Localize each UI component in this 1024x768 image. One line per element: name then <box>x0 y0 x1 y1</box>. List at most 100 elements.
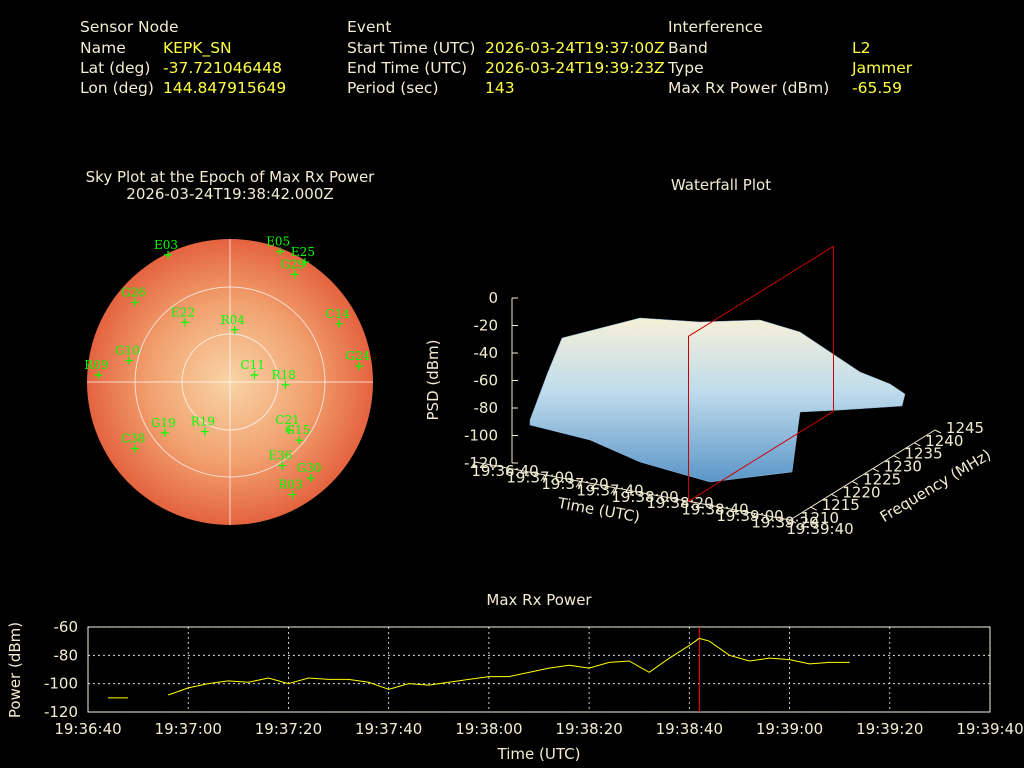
x-tick <box>575 481 581 488</box>
y-tick-label: 1245 <box>946 419 984 437</box>
field-label: Lon (deg) <box>80 79 154 97</box>
satellite-marker <box>278 461 287 470</box>
x-tick-label: 19:37:20 <box>255 720 322 738</box>
section-heading: Interference <box>668 18 763 36</box>
y-tick-label: 1225 <box>863 470 901 488</box>
section-heading: Sensor Node <box>80 18 179 36</box>
x-tick-label: 19:37:40 <box>576 481 643 499</box>
satellite-label: E03 <box>154 238 178 252</box>
y-tick-label: 1215 <box>822 496 860 514</box>
x-tick <box>680 500 686 507</box>
z-tick-label: -120 <box>464 454 498 472</box>
satellite-marker <box>230 325 239 334</box>
satellite-marker <box>306 474 315 483</box>
field-label: Period (sec) <box>347 79 439 97</box>
satellite-label: R03 <box>278 478 302 492</box>
section-heading: Event <box>347 18 391 36</box>
x-axis-title: Time (UTC) <box>497 745 581 763</box>
field-value: 2026-03-24T19:39:23Z <box>485 59 665 77</box>
x-tick-label: 19:38:40 <box>656 720 723 738</box>
field-label: Lat (deg) <box>80 59 150 77</box>
y-tick-label: 1230 <box>884 458 922 476</box>
power-line <box>108 637 850 699</box>
satellite-label: C38 <box>121 432 145 446</box>
satellite-marker <box>164 250 173 259</box>
x-tick <box>750 513 756 520</box>
x-tick-label: 19:36:40 <box>54 720 121 738</box>
z-axis-title: PSD (dBm) <box>424 339 442 420</box>
satellite-marker <box>124 356 133 365</box>
field-value: L2 <box>852 39 871 57</box>
satellite-label: C11 <box>240 358 264 372</box>
x-tick-label: 19:38:00 <box>611 488 678 506</box>
field-value: -37.721046448 <box>163 59 282 77</box>
x-tick-label: 19:37:20 <box>541 475 608 493</box>
field-value: Jammer <box>851 59 913 77</box>
field-value: -65.59 <box>852 79 902 97</box>
x-tick-label: 19:37:00 <box>506 468 573 486</box>
x-tick-label: 19:39:20 <box>856 720 923 738</box>
x-tick-label: 19:38:20 <box>646 494 713 512</box>
chart-title: Sky Plot at the Epoch of Max Rx Power <box>86 168 376 186</box>
field-label: Type <box>667 59 704 77</box>
field-label: Max Rx Power (dBm) <box>668 79 829 97</box>
z-tick-label: -100 <box>464 427 498 445</box>
satellite-label: R09 <box>84 358 108 372</box>
x-tick-label: 19:37:40 <box>355 720 422 738</box>
satellite-marker <box>288 490 297 499</box>
satellite-label: R18 <box>272 368 296 382</box>
field-label: End Time (UTC) <box>347 59 467 77</box>
y-tick-label: 1235 <box>904 445 942 463</box>
y-tick <box>893 455 900 460</box>
time-axis <box>474 461 791 521</box>
satellite-label: R19 <box>191 415 215 429</box>
x-tick-label: 19:39:20 <box>751 514 818 532</box>
x-tick-label: 19:38:20 <box>555 720 622 738</box>
x-tick-label: 19:37:00 <box>155 720 222 738</box>
field-label: Name <box>80 39 126 57</box>
frequency-axis <box>789 429 936 521</box>
y-tick <box>851 480 859 485</box>
y-tick-label: -80 <box>54 646 79 664</box>
chart-title: Waterfall Plot <box>671 176 771 194</box>
y-tick <box>914 442 921 447</box>
y-tick-label: -60 <box>54 618 79 636</box>
x-tick <box>470 461 476 469</box>
y-tick <box>789 519 797 524</box>
header: Sensor Node Name KEPK_SN Lat (deg) -37.72104… <box>80 18 913 97</box>
satellite-label: G29 <box>281 257 306 271</box>
satellite-marker <box>94 371 103 380</box>
satellite-marker <box>285 425 294 434</box>
plot-frame <box>87 626 991 713</box>
satellite-label: C21 <box>275 413 299 427</box>
satellite-marker <box>131 298 140 307</box>
satellite-marker <box>200 427 209 436</box>
satellite-label: C14 <box>325 307 350 321</box>
z-tick-label: 0 <box>488 289 498 307</box>
z-tick-label: -40 <box>474 344 499 362</box>
y-tick <box>831 493 838 498</box>
x-tick-label: 19:38:00 <box>455 720 522 738</box>
x-tick-label: 19:39:40 <box>956 720 1023 738</box>
field-label: Start Time (UTC) <box>347 39 475 57</box>
x-tick-label: 19:39:00 <box>716 507 783 525</box>
satellite-label: G19 <box>151 416 176 430</box>
satellite-label: G10 <box>115 344 140 358</box>
y-tick <box>810 506 817 511</box>
x-tick <box>610 487 616 495</box>
y-tick-label: -100 <box>44 675 78 693</box>
field-value: KEPK_SN <box>163 39 232 58</box>
satellite-marker <box>276 247 285 256</box>
y-tick <box>934 429 942 434</box>
x-tick <box>645 493 651 501</box>
chart-title: Max Rx Power <box>486 591 592 609</box>
satellite-marker <box>160 428 169 437</box>
field-value: 143 <box>485 79 515 97</box>
satellite-label: G30 <box>297 461 322 475</box>
y-tick-label: 1240 <box>925 432 963 450</box>
x-tick <box>715 506 721 514</box>
satellite-label: G26 <box>121 285 146 299</box>
psd-surface <box>529 317 906 483</box>
